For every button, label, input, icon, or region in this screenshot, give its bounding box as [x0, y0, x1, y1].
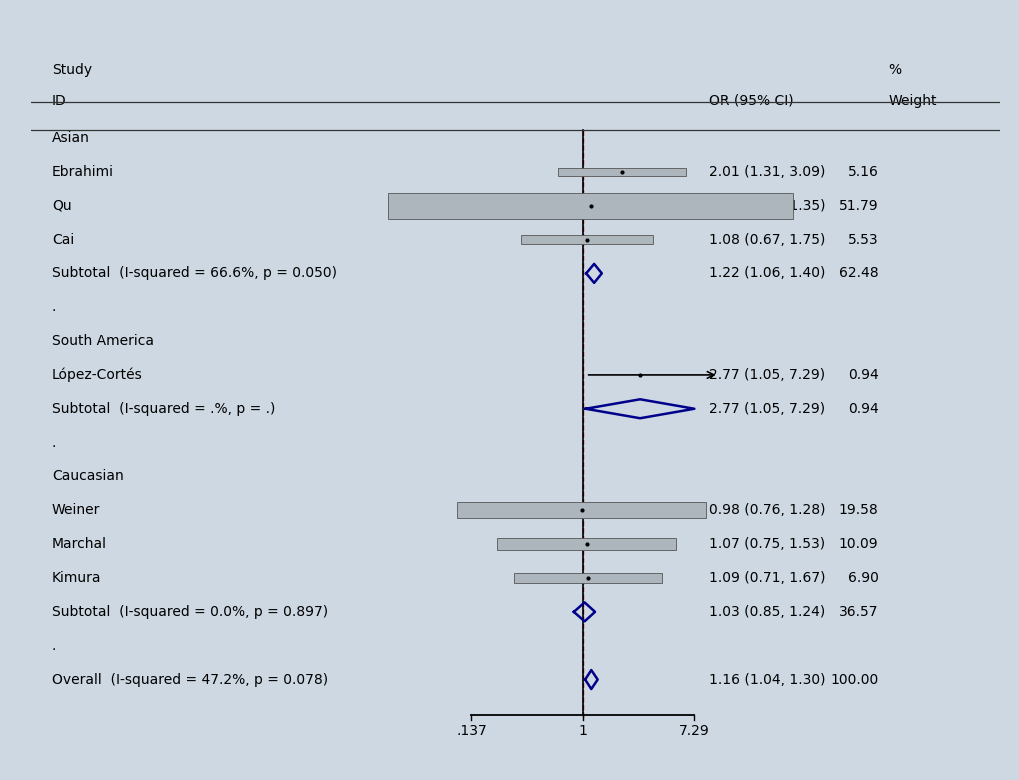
Text: 1.22 (1.06, 1.40): 1.22 (1.06, 1.40) [708, 266, 824, 280]
Text: López-Cortés: López-Cortés [52, 367, 143, 382]
Text: 1.03 (0.85, 1.24): 1.03 (0.85, 1.24) [708, 604, 824, 619]
Text: 1.08 (0.67, 1.75): 1.08 (0.67, 1.75) [708, 232, 824, 246]
Text: 2.77 (1.05, 7.29): 2.77 (1.05, 7.29) [708, 402, 824, 416]
Text: Marchal: Marchal [52, 537, 107, 551]
Text: 51.79: 51.79 [838, 199, 877, 213]
Text: 7.29: 7.29 [679, 724, 709, 738]
Text: 1.09 (0.71, 1.67): 1.09 (0.71, 1.67) [708, 571, 824, 585]
Text: .137: .137 [455, 724, 486, 738]
Text: 2.01 (1.31, 3.09): 2.01 (1.31, 3.09) [708, 165, 824, 179]
Text: .: . [52, 435, 56, 449]
Text: 1.07 (0.75, 1.53): 1.07 (0.75, 1.53) [708, 537, 824, 551]
Text: Caucasian: Caucasian [52, 470, 123, 484]
Text: 0.94: 0.94 [847, 368, 877, 382]
Text: 6.90: 6.90 [847, 571, 877, 585]
Text: Weight: Weight [888, 94, 935, 108]
Text: Qu: Qu [52, 199, 71, 213]
Bar [557, 168, 686, 176]
Text: Subtotal  (I-squared = 0.0%, p = 0.897): Subtotal (I-squared = 0.0%, p = 0.897) [52, 604, 328, 619]
Bar [388, 193, 793, 218]
Text: 19.58: 19.58 [838, 503, 877, 517]
Text: 1.15 (0.99, 1.35): 1.15 (0.99, 1.35) [708, 199, 824, 213]
Text: Study: Study [52, 63, 92, 77]
Text: 36.57: 36.57 [839, 604, 877, 619]
Text: 10.09: 10.09 [838, 537, 877, 551]
Text: 5.16: 5.16 [847, 165, 877, 179]
Text: Subtotal  (I-squared = .%, p = .): Subtotal (I-squared = .%, p = .) [52, 402, 275, 416]
Text: Weiner: Weiner [52, 503, 100, 517]
Bar [497, 538, 676, 550]
Text: 62.48: 62.48 [838, 266, 877, 280]
Text: 0.94: 0.94 [847, 402, 877, 416]
Text: Asian: Asian [52, 131, 90, 145]
Text: 5.53: 5.53 [847, 232, 877, 246]
Text: %: % [888, 63, 901, 77]
Text: 100.00: 100.00 [829, 672, 877, 686]
Text: .: . [52, 300, 56, 314]
Text: Overall  (I-squared = 47.2%, p = 0.078): Overall (I-squared = 47.2%, p = 0.078) [52, 672, 328, 686]
Bar [521, 236, 653, 243]
Text: ID: ID [52, 94, 66, 108]
Text: Cai: Cai [52, 232, 74, 246]
Text: Kimura: Kimura [52, 571, 101, 585]
Text: 2.77 (1.05, 7.29): 2.77 (1.05, 7.29) [708, 368, 824, 382]
Text: .: . [52, 639, 56, 653]
Text: OR (95% CI): OR (95% CI) [708, 94, 793, 108]
Text: 1: 1 [578, 724, 587, 738]
Text: Subtotal  (I-squared = 66.6%, p = 0.050): Subtotal (I-squared = 66.6%, p = 0.050) [52, 266, 336, 280]
Text: 1.16 (1.04, 1.30): 1.16 (1.04, 1.30) [708, 672, 824, 686]
Bar [457, 502, 706, 518]
Text: South America: South America [52, 334, 154, 348]
Text: Ebrahimi: Ebrahimi [52, 165, 114, 179]
Bar [514, 573, 661, 583]
Text: 0.98 (0.76, 1.28): 0.98 (0.76, 1.28) [708, 503, 824, 517]
